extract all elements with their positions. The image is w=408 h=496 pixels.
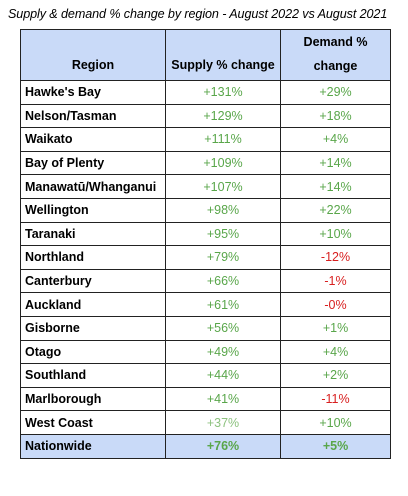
region-cell: Taranaki [20,221,166,247]
supply-change-cell: +49% [165,339,281,365]
demand-change-cell: +29% [280,80,391,105]
region-cell: Bay of Plenty [20,150,166,176]
demand-change-cell: -1% [280,268,391,294]
demand-change-cell: -0% [280,292,391,317]
region-cell: Otago [20,339,166,365]
header-demand-line1: Demand % [303,35,368,49]
region-cell: Manawatū/Whanganui [20,174,166,199]
supply-change-cell: +79% [165,245,281,270]
header-demand-line2: change [313,59,358,73]
supply-change-cell: +98% [165,197,281,223]
supply-change-cell: +61% [165,292,281,317]
supply-change-cell: +131% [165,80,281,105]
table-row-nationwide: Nationwide +76% +5% [20,433,391,459]
table-row: Waikato +111% +4% [20,127,391,152]
demand-change-cell: +22% [280,197,391,223]
table-row: Auckland +61% -0% [20,292,391,317]
region-cell: Auckland [20,292,166,317]
supply-change-cell: +95% [165,221,281,247]
table-row: Northland +79% -12% [20,245,391,270]
demand-change-cell: +14% [280,150,391,176]
supply-change-cell: +109% [165,150,281,176]
region-cell: Canterbury [20,268,166,294]
region-cell: Waikato [20,127,166,152]
table-row: Southland +44% +2% [20,363,391,388]
total-demand-cell: +5% [280,433,391,459]
region-cell: Marlborough [20,386,166,412]
demand-change-cell: +10% [280,221,391,247]
table-row: Bay of Plenty +109% +14% [20,150,391,176]
supply-change-cell: +44% [165,363,281,388]
table-row: Taranaki +95% +10% [20,221,391,247]
region-cell: Hawke's Bay [20,80,166,105]
region-cell: Northland [20,245,166,270]
region-cell: Nelson/Tasman [20,103,166,129]
demand-change-cell: +14% [280,174,391,199]
region-cell: Southland [20,363,166,388]
table-row: West Coast +37% +10% [20,410,391,435]
region-cell: Wellington [20,197,166,223]
supply-change-cell: +129% [165,103,281,129]
demand-change-cell: +4% [280,339,391,365]
supply-change-cell: +111% [165,127,281,152]
region-cell: West Coast [20,410,166,435]
header-demand-change: Demand % change [280,29,391,81]
demand-change-cell: +2% [280,363,391,388]
supply-change-cell: +66% [165,268,281,294]
supply-change-cell: +107% [165,174,281,199]
demand-change-cell: +10% [280,410,391,435]
demand-change-cell: +4% [280,127,391,152]
demand-change-cell: -11% [280,386,391,412]
table-body: Hawke's Bay +131% +29% Nelson/Tasman +129% +1… [20,80,391,459]
table-row: Canterbury +66% -1% [20,268,391,294]
table-row: Marlborough +41% -11% [20,386,391,412]
region-cell: Gisborne [20,315,166,341]
table-row: Gisborne +56% +1% [20,315,391,341]
table-row: Nelson/Tasman +129% +18% [20,103,391,129]
table-caption: Supply & demand % change by region - Aug… [8,7,388,21]
demand-change-cell: -12% [280,245,391,270]
supply-demand-table: Region Supply % change Demand % change H… [20,29,391,459]
supply-change-cell: +41% [165,386,281,412]
header-region: Region [20,29,166,81]
table-row: Otago +49% +4% [20,339,391,365]
total-region-cell: Nationwide [20,433,166,459]
total-supply-cell: +76% [165,433,281,459]
header-row: Region Supply % change Demand % change [20,29,391,81]
table-row: Manawatū/Whanganui +107% +14% [20,174,391,199]
table-row: Wellington +98% +22% [20,197,391,223]
demand-change-cell: +1% [280,315,391,341]
supply-change-cell: +56% [165,315,281,341]
header-supply-change: Supply % change [165,29,281,81]
table-row: Hawke's Bay +131% +29% [20,80,391,105]
demand-change-cell: +18% [280,103,391,129]
supply-change-cell: +37% [165,410,281,435]
